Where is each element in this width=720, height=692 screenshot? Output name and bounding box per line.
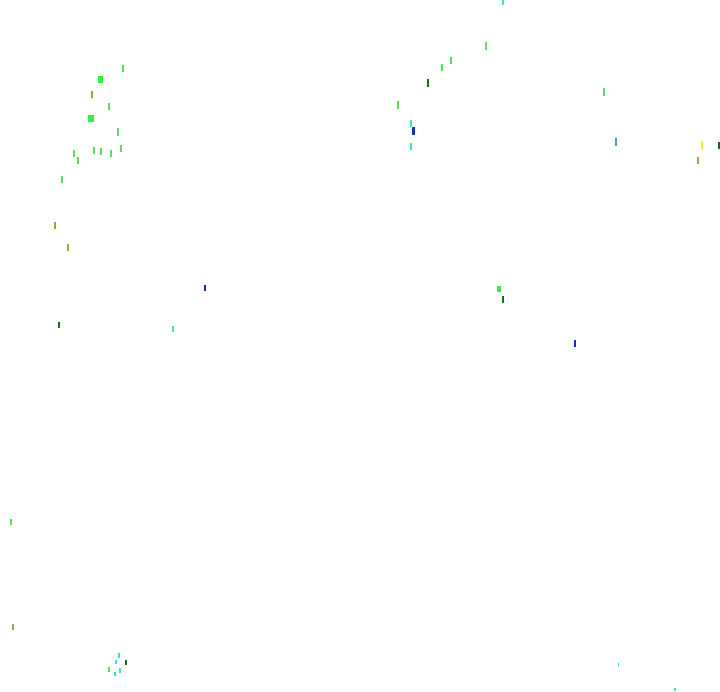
speck: [73, 150, 75, 157]
speck: [497, 286, 501, 292]
speck: [54, 222, 56, 229]
speck: [615, 138, 617, 146]
speck: [91, 91, 93, 98]
speck: [88, 115, 94, 122]
speck: [603, 88, 605, 96]
specks: [10, 0, 720, 691]
speck: [412, 127, 415, 135]
speck: [115, 660, 117, 664]
speck: [120, 145, 122, 152]
speck: [204, 285, 206, 291]
speck: [117, 128, 119, 136]
speck: [114, 672, 116, 676]
speck: [93, 147, 95, 154]
speck: [397, 101, 399, 109]
speck: [450, 57, 452, 64]
speck: [718, 142, 720, 149]
speck: [58, 322, 60, 328]
speck: [77, 157, 79, 164]
speck: [410, 120, 412, 127]
speck: [61, 176, 63, 183]
speck: [485, 42, 487, 50]
speck: [110, 150, 112, 157]
speck: [98, 76, 103, 83]
speck: [574, 340, 576, 347]
speck: [410, 143, 412, 150]
speck: [122, 65, 124, 72]
speck: [697, 157, 699, 164]
speck: [12, 624, 14, 630]
speck: [100, 148, 102, 155]
speck: [172, 326, 174, 332]
speck: [10, 519, 12, 525]
speck: [618, 663, 619, 666]
speck: [674, 688, 676, 691]
speck: [108, 103, 110, 110]
speck: [701, 141, 703, 149]
speck: [427, 79, 429, 87]
speck: [118, 653, 120, 658]
speck: [119, 668, 121, 673]
speck: [67, 244, 69, 251]
speck: [502, 296, 504, 303]
speck: [441, 64, 443, 71]
speck: [502, 0, 504, 5]
speck: [125, 660, 127, 665]
speck: [108, 667, 110, 672]
